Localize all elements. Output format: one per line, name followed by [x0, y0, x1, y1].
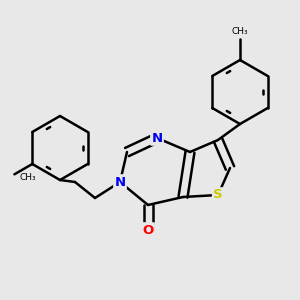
Text: CH₃: CH₃	[232, 27, 248, 36]
Text: N: N	[152, 131, 163, 145]
Text: CH₃: CH₃	[19, 172, 36, 182]
Text: N: N	[114, 176, 126, 188]
Text: O: O	[142, 224, 154, 236]
Text: S: S	[213, 188, 223, 202]
